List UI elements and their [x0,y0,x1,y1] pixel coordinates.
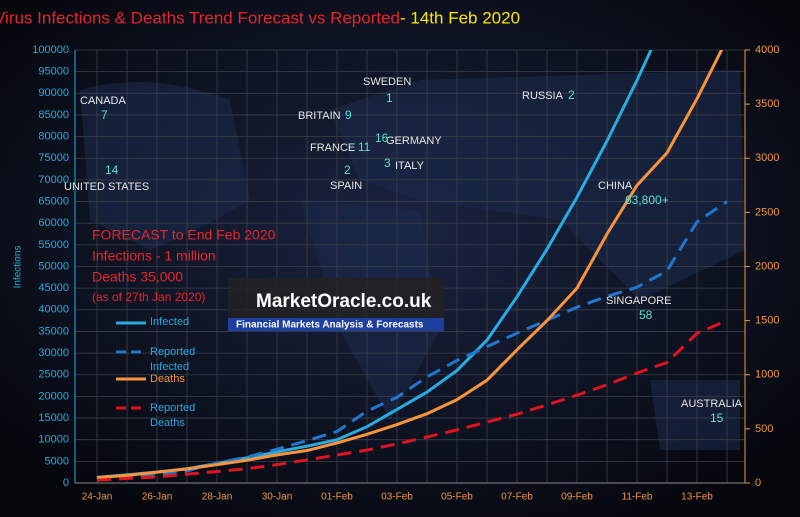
country-count: 9 [345,108,352,122]
series-line [96,319,728,482]
country-count: 63,800+ [625,193,669,207]
y-tick-label: 15000 [38,412,69,424]
y2-tick-label: 4000 [755,44,779,56]
x-tick-label: 05-Feb [441,492,473,503]
x-tick-label: 01-Feb [321,492,353,503]
y-tick-label: 45000 [38,282,69,294]
y-tick-label: 30000 [38,347,69,359]
y-tick-label: 75000 [38,152,69,164]
legend-label: Reported Infected [150,346,196,373]
country-name: SINGAPORE [606,295,671,307]
country-name: CANADA [80,95,127,107]
x-tick-label: 13-Feb [681,492,713,503]
country-count: 14 [105,163,119,177]
country-name: ITALY [395,160,425,172]
y-tick-label: 100000 [32,44,69,56]
country-count: 7 [101,108,108,122]
country-name: UNITED STATES [64,181,149,193]
y-tick-label: 65000 [38,195,69,207]
country-name: SPAIN [330,180,362,192]
chart-title: CoronaVirus Infections & Deaths Trend Fo… [0,8,400,27]
country-name: GERMANY [386,135,442,147]
y-tick-label: 85000 [38,109,69,121]
country-name: FRANCE [310,142,355,154]
x-tick-label: 30-Jan [262,492,293,503]
y-tick-label: 20000 [38,390,69,402]
y-tick-label: 50000 [38,260,69,272]
title-date: - 14th Feb 2020 [400,8,520,27]
forecast-box: FORECAST to End Feb 2020 Infections - 1 … [92,227,276,304]
series-line [96,200,728,481]
country-count: 3 [384,156,391,170]
legend-label: Deaths [150,373,185,385]
y2-tick-label: 3500 [755,98,779,110]
x-tick-label: 24-Jan [82,492,113,503]
y-tick-label: 40000 [38,304,69,316]
country-count: 2 [568,88,575,102]
y-tick-label: 70000 [38,174,69,186]
y-tick-label: 95000 [38,66,69,78]
x-tick-label: 28-Jan [202,492,233,503]
forecast-line: FORECAST to End Feb 2020 [92,227,276,243]
forecast-line: Infections - 1 million [92,248,216,264]
country-name: BRITAIN [298,110,341,122]
country-count: 16 [375,131,389,145]
logo-name: MarketOracle.co.uk [256,291,432,312]
y-tick-label: 0 [63,477,69,489]
country-name: CHINA [598,180,633,192]
logo: MarketOracle.co.uk Financial Markets Ana… [228,278,444,331]
country-count: 15 [710,411,724,425]
country-name: AUSTRALIA [681,398,743,410]
y-tick-label: 25000 [38,369,69,381]
y-tick-label: 5000 [45,455,69,467]
logo-band [228,318,444,331]
logo-tagline: Financial Markets Analysis & Forecasts [236,320,424,331]
country-name: SWEDEN [363,76,411,88]
country-count: 1 [386,91,393,105]
legend-label: Infected [150,316,190,328]
x-tick-label: 11-Feb [622,492,653,503]
y2-tick-label: 500 [755,423,773,435]
legend-label: Reported Deaths [150,402,196,429]
y2-tick-label: 1000 [755,369,779,381]
y-tick-label: 10000 [38,434,69,446]
country-name: RUSSIA [522,90,564,102]
x-tick-label: 07-Feb [501,492,533,503]
country-count: 2 [344,163,351,177]
world-map [80,70,745,450]
y2-tick-label: 0 [755,477,761,489]
x-tick-label: 09-Feb [561,492,593,503]
forecast-line: (as of 27th Jan 2020) [92,290,205,304]
y-tick-label: 55000 [38,239,69,251]
y2-tick-label: 2500 [755,206,779,218]
y-axis-label: Infections [13,246,24,289]
x-tick-label: 03-Feb [381,492,413,503]
country-count: 11 [358,140,371,154]
y-tick-label: 35000 [38,325,69,337]
y2-tick-label: 1500 [755,315,779,327]
forecast-line: Deaths 35,000 [92,269,183,285]
y-tick-label: 60000 [38,217,69,229]
y-tick-label: 80000 [38,131,69,143]
y2-tick-label: 3000 [755,152,779,164]
x-tick-label: 26-Jan [142,492,173,503]
country-count: 58 [639,308,653,322]
y-tick-label: 90000 [38,87,69,99]
series-line [96,50,724,480]
y2-tick-label: 2000 [755,260,779,272]
